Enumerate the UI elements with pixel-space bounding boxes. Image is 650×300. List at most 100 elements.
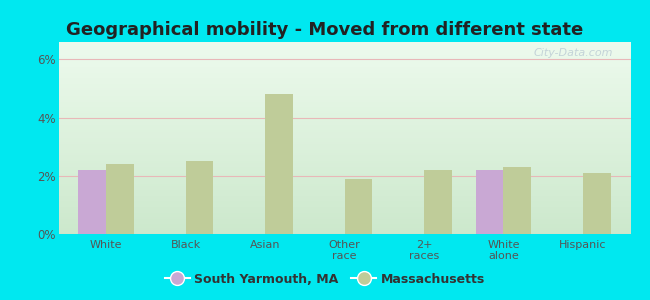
Bar <box>58 128 630 130</box>
Bar <box>58 121 630 123</box>
Bar <box>58 76 630 79</box>
Bar <box>58 159 630 161</box>
Bar <box>58 169 630 171</box>
Bar <box>583 173 610 234</box>
Bar <box>58 109 630 111</box>
Bar <box>58 232 630 234</box>
Bar <box>58 134 630 136</box>
Bar <box>58 219 630 220</box>
Bar <box>58 123 630 124</box>
Bar <box>58 207 630 209</box>
Bar <box>58 90 630 92</box>
Bar <box>58 176 630 178</box>
Bar <box>344 179 372 234</box>
Legend: South Yarmouth, MA, Massachusetts: South Yarmouth, MA, Massachusetts <box>159 268 491 291</box>
Bar <box>58 59 630 61</box>
Bar <box>58 190 630 192</box>
Bar <box>58 197 630 200</box>
Bar <box>58 57 630 59</box>
Bar <box>58 142 630 144</box>
Bar <box>58 213 630 215</box>
Text: Geographical mobility - Moved from different state: Geographical mobility - Moved from diffe… <box>66 21 584 39</box>
Bar <box>58 98 630 100</box>
Bar <box>265 94 293 234</box>
Bar <box>58 73 630 75</box>
Bar <box>58 105 630 107</box>
Bar <box>58 146 630 148</box>
Bar <box>58 149 630 152</box>
Bar <box>58 196 630 197</box>
Bar <box>58 230 630 232</box>
Bar <box>58 53 630 56</box>
Bar <box>58 46 630 48</box>
Bar <box>58 203 630 205</box>
Bar <box>58 220 630 223</box>
Bar <box>58 153 630 155</box>
Bar <box>58 228 630 230</box>
Bar <box>58 180 630 182</box>
Bar <box>58 82 630 84</box>
Bar <box>58 79 630 80</box>
Bar <box>58 100 630 101</box>
Bar <box>58 103 630 105</box>
Bar <box>58 175 630 176</box>
Bar <box>58 52 630 53</box>
Bar <box>58 165 630 167</box>
Bar <box>58 107 630 109</box>
Bar <box>58 130 630 132</box>
Bar <box>58 80 630 82</box>
Bar <box>58 65 630 67</box>
Bar <box>58 136 630 138</box>
Bar <box>58 184 630 186</box>
Bar <box>58 119 630 121</box>
Bar <box>58 224 630 226</box>
Bar <box>58 163 630 165</box>
Bar <box>58 211 630 213</box>
Bar <box>58 171 630 172</box>
Bar <box>58 115 630 117</box>
Bar <box>58 192 630 194</box>
Bar <box>476 170 503 234</box>
Bar <box>58 88 630 90</box>
Bar <box>58 127 630 128</box>
Bar <box>58 44 630 46</box>
Bar <box>58 42 630 44</box>
Bar <box>58 167 630 169</box>
Bar <box>58 188 630 190</box>
Bar <box>58 223 630 224</box>
Bar <box>58 152 630 153</box>
Bar <box>58 148 630 149</box>
Bar <box>186 161 213 234</box>
Bar <box>58 84 630 86</box>
Bar <box>58 138 630 140</box>
Bar <box>58 50 630 52</box>
Bar <box>58 71 630 73</box>
Bar <box>58 140 630 142</box>
Bar <box>58 209 630 211</box>
Bar <box>58 172 630 175</box>
Bar <box>58 48 630 50</box>
Bar <box>58 155 630 157</box>
Bar <box>58 132 630 134</box>
Bar <box>58 63 630 65</box>
Bar <box>58 186 630 188</box>
Bar <box>58 111 630 113</box>
Bar <box>58 86 630 88</box>
Bar <box>58 201 630 203</box>
Bar <box>58 69 630 71</box>
Bar <box>58 182 630 184</box>
Bar <box>58 178 630 180</box>
Bar <box>503 167 531 234</box>
Bar <box>58 94 630 96</box>
Bar <box>58 200 630 201</box>
Bar <box>79 170 106 234</box>
Bar <box>58 96 630 98</box>
Bar <box>58 67 630 69</box>
Bar <box>58 205 630 207</box>
Bar <box>424 170 452 234</box>
Bar <box>58 92 630 94</box>
Bar <box>58 113 630 115</box>
Bar <box>58 75 630 76</box>
Bar <box>58 124 630 127</box>
Text: City-Data.com: City-Data.com <box>534 48 614 58</box>
